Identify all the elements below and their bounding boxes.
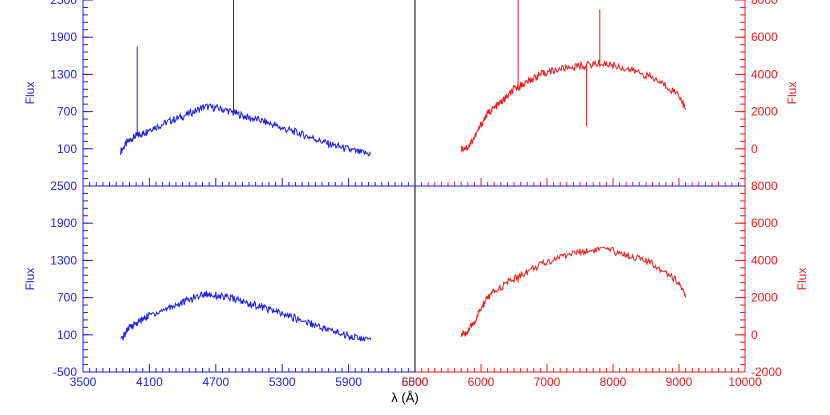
spectrum-line (120, 290, 372, 342)
y-tick-label: 0 (751, 328, 758, 342)
x-tick-label: 5900 (335, 375, 362, 389)
y-tick-label: -2000 (751, 365, 782, 379)
x-tick-label: 4700 (202, 375, 229, 389)
y-tick-label: 700 (57, 105, 77, 119)
x-tick-label: 3500 (70, 375, 97, 389)
y-tick-label: 1900 (50, 216, 77, 230)
spectrum-line (120, 103, 372, 157)
y-tick-label: 100 (57, 328, 77, 342)
y-tick-label: 2000 (751, 105, 778, 119)
y-axis-label: Flux (23, 82, 37, 105)
y-axis-label: Flux (23, 268, 37, 291)
x-tick-label: 5300 (269, 375, 296, 389)
y-tick-label: 2500 (50, 0, 77, 7)
x-tick-label: 5000 (402, 375, 429, 389)
x-axis-label: λ (Å) (391, 390, 418, 405)
y-axis-label: Flux (795, 268, 809, 291)
y-tick-label: 100 (57, 142, 77, 156)
x-tick-label: 6500 (402, 375, 429, 389)
y-tick-label: 8000 (751, 0, 778, 7)
y-tick-label: 6000 (751, 30, 778, 44)
y-tick-label: 700 (57, 291, 77, 305)
y-tick-label: 1300 (50, 253, 77, 267)
spectrum-line (460, 59, 687, 154)
x-tick-label: 8000 (600, 375, 627, 389)
panel-bottom-left: -500 100 700 1300 1900 2500 Flux 3500 4100 4700 53… (23, 179, 429, 389)
y-tick-label: -500 (53, 365, 77, 379)
y-tick-label: 0 (751, 142, 758, 156)
y-tick-label: 2500 (50, 179, 77, 193)
y-tick-label: 8000 (751, 179, 778, 193)
panel-top-left: 100 700 1300 1900 2500 Flux (23, 0, 416, 187)
x-tick-label: 4100 (136, 375, 163, 389)
x-tick-label: 7000 (534, 375, 561, 389)
panels-layer: 100 700 1300 1900 2500 Flux 0 2000 4000 6000 8000 F… (23, 0, 809, 389)
x-tick-label: 10000 (728, 375, 762, 389)
y-axis-label: Flux (785, 82, 799, 105)
y-tick-label: 2000 (751, 291, 778, 305)
spectrum-line (460, 246, 687, 338)
y-tick-label: 1900 (50, 30, 77, 44)
y-tick-label: 6000 (751, 216, 778, 230)
y-tick-label: 1300 (50, 67, 77, 81)
panel-top-right: 0 2000 4000 6000 8000 Flux (414, 0, 799, 187)
x-tick-label: 6000 (468, 375, 495, 389)
y-tick-label: 4000 (751, 67, 778, 81)
panel-bottom-right: -2000 0 2000 4000 6000 8000 Flux 5000 6000 7000 80… (402, 179, 809, 389)
x-tick-label: 9000 (666, 375, 693, 389)
y-tick-label: 4000 (751, 253, 778, 267)
